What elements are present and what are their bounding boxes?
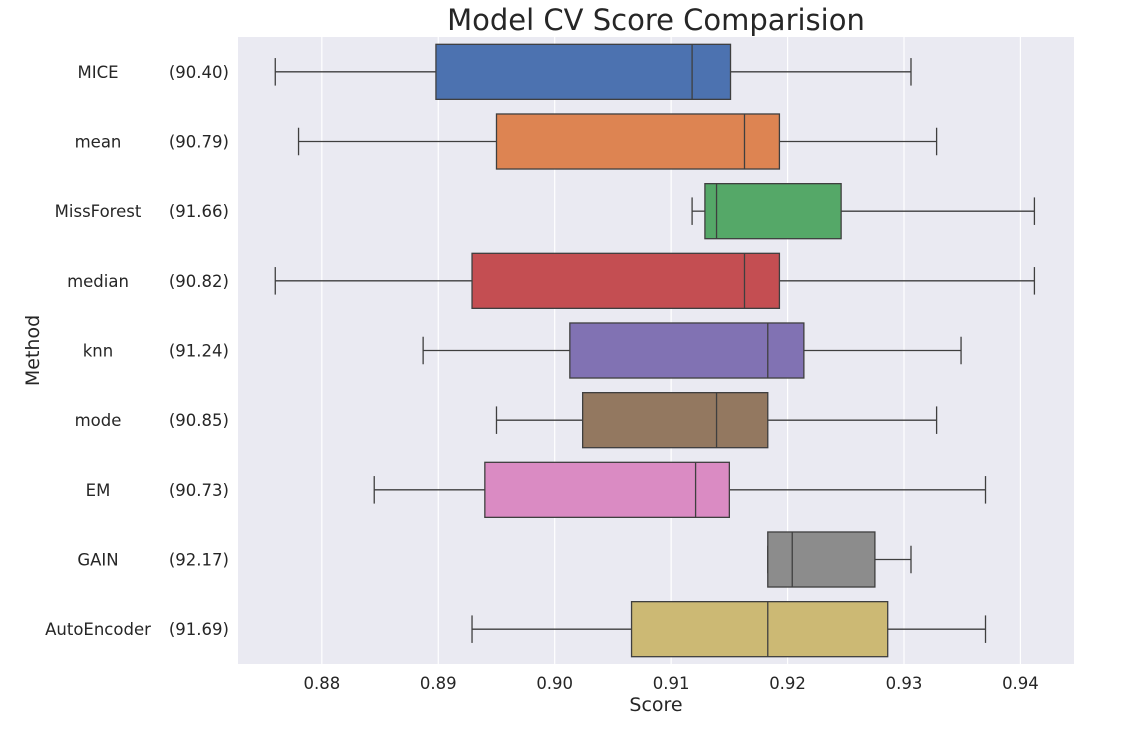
category-mean-label: (91.69) bbox=[169, 620, 229, 639]
category-label: median bbox=[67, 272, 129, 291]
y-category-labels: MICE (90.40) mean (90.79) MissForest (91.66) m… bbox=[45, 63, 229, 639]
category-mean-label: (92.17) bbox=[169, 551, 229, 570]
box-knn bbox=[422, 322, 962, 379]
box-mode bbox=[495, 391, 938, 449]
category-mean-label: (90.82) bbox=[169, 272, 229, 291]
iqr-box bbox=[704, 182, 842, 240]
category-label: MICE bbox=[77, 63, 118, 82]
category-mean-label: (91.66) bbox=[169, 202, 229, 221]
category-mean-label: (90.85) bbox=[169, 411, 229, 430]
x-tick-label: 0.94 bbox=[1002, 674, 1039, 693]
iqr-box bbox=[484, 461, 731, 519]
category-label: mode bbox=[75, 411, 122, 430]
x-tick-label: 0.90 bbox=[536, 674, 573, 693]
x-tick-label: 0.88 bbox=[303, 674, 340, 693]
box-autoencoder bbox=[471, 600, 987, 658]
iqr-box bbox=[435, 43, 732, 101]
category-label: knn bbox=[83, 342, 113, 361]
category-label: EM bbox=[86, 481, 111, 500]
iqr-box bbox=[581, 391, 769, 449]
iqr-box bbox=[495, 113, 781, 170]
y-axis-label: Method bbox=[22, 315, 44, 386]
x-axis-label: Score bbox=[629, 694, 682, 716]
category-mean-label: (90.73) bbox=[169, 481, 229, 500]
x-tick-label: 0.92 bbox=[769, 674, 806, 693]
category-mean-label: (90.40) bbox=[169, 63, 229, 82]
iqr-box bbox=[471, 252, 781, 310]
x-tick-label: 0.93 bbox=[886, 674, 923, 693]
category-label: GAIN bbox=[77, 551, 118, 570]
category-label: mean bbox=[75, 133, 122, 152]
box-mice bbox=[274, 43, 912, 101]
box-median bbox=[274, 252, 1036, 310]
category-label: AutoEncoder bbox=[45, 620, 151, 639]
boxes-layer bbox=[274, 43, 1036, 658]
x-tick-label: 0.89 bbox=[420, 674, 457, 693]
iqr-box bbox=[569, 322, 805, 379]
box-gain bbox=[767, 531, 912, 588]
chart-title: Model CV Score Comparision bbox=[447, 3, 865, 37]
box-mean bbox=[297, 113, 938, 170]
category-mean-label: (91.24) bbox=[169, 342, 229, 361]
box-missforest bbox=[691, 182, 1036, 240]
x-tick-label: 0.91 bbox=[653, 674, 690, 693]
category-label: MissForest bbox=[55, 202, 142, 221]
iqr-box bbox=[630, 600, 889, 658]
category-mean-label: (90.79) bbox=[169, 133, 229, 152]
iqr-box bbox=[767, 531, 876, 588]
box-em bbox=[373, 461, 987, 519]
x-tick-labels: 0.88 0.89 0.90 0.91 0.92 0.93 0.94 bbox=[303, 674, 1038, 693]
